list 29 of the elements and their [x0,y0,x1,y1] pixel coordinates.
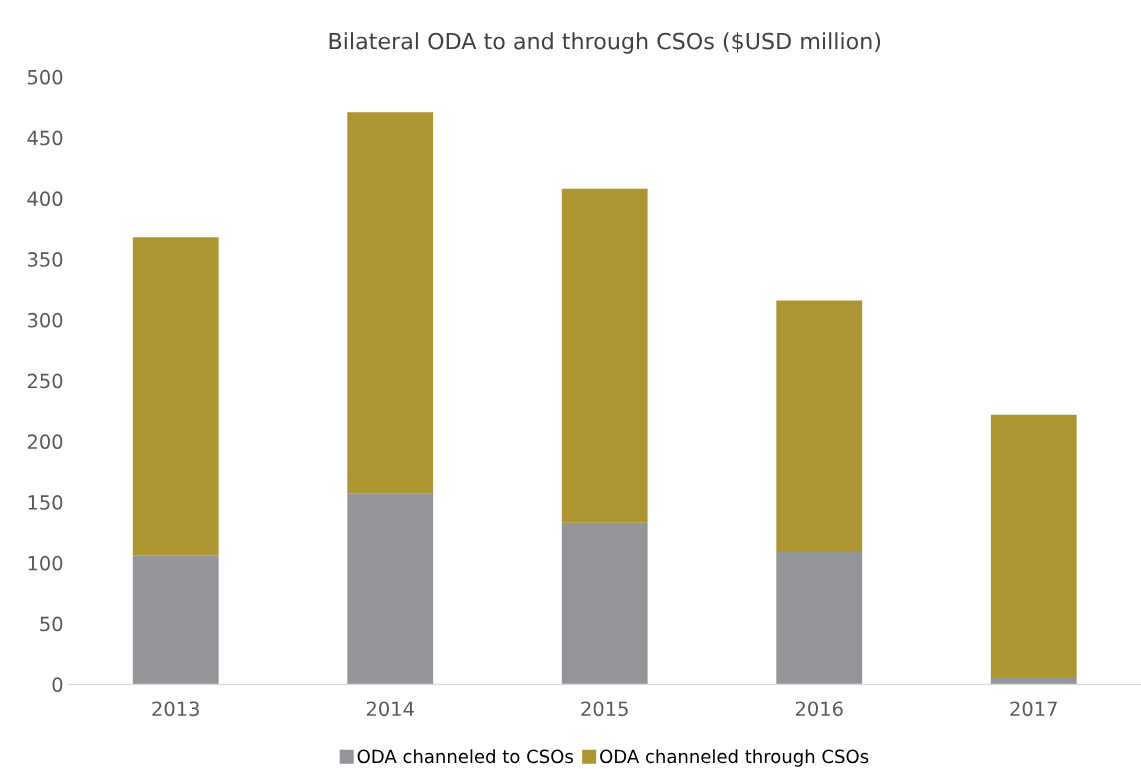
bar [990,677,1077,685]
bar [347,112,434,494]
y-tick-label: 50 [40,616,63,632]
y-tick-label: 500 [27,69,63,85]
y-tick-label: 100 [28,555,63,571]
y-tick-label: 150 [28,495,63,510]
bar [561,188,648,523]
y-tick-label: 400 [27,191,63,207]
bar [990,414,1077,678]
bar [561,522,648,685]
bar [776,300,863,552]
y-tick-label: 0 [52,677,63,693]
y-tick-label: 300 [27,312,63,328]
bar [132,555,219,685]
x-tick-label: 2014 [366,701,414,717]
legend-label: ODA channeled through CSOs [600,749,869,767]
chart-title: Bilateral ODA to and through CSOs ($USD million) [329,32,881,54]
bar [132,237,219,556]
x-tick-label: 2016 [795,701,843,717]
legend-label: ODA channeled to CSOs [357,749,573,764]
y-tick-label: 200 [27,434,63,450]
x-tick-label: 2017 [1010,701,1057,717]
y-tick-label: 250 [27,373,63,389]
x-tick-label: 2013 [152,701,199,717]
y-tick-label: 350 [27,252,63,267]
y-tick-label: 450 [27,130,63,146]
bar [347,493,434,685]
x-tick-label: 2015 [581,701,628,717]
bar [776,551,863,685]
